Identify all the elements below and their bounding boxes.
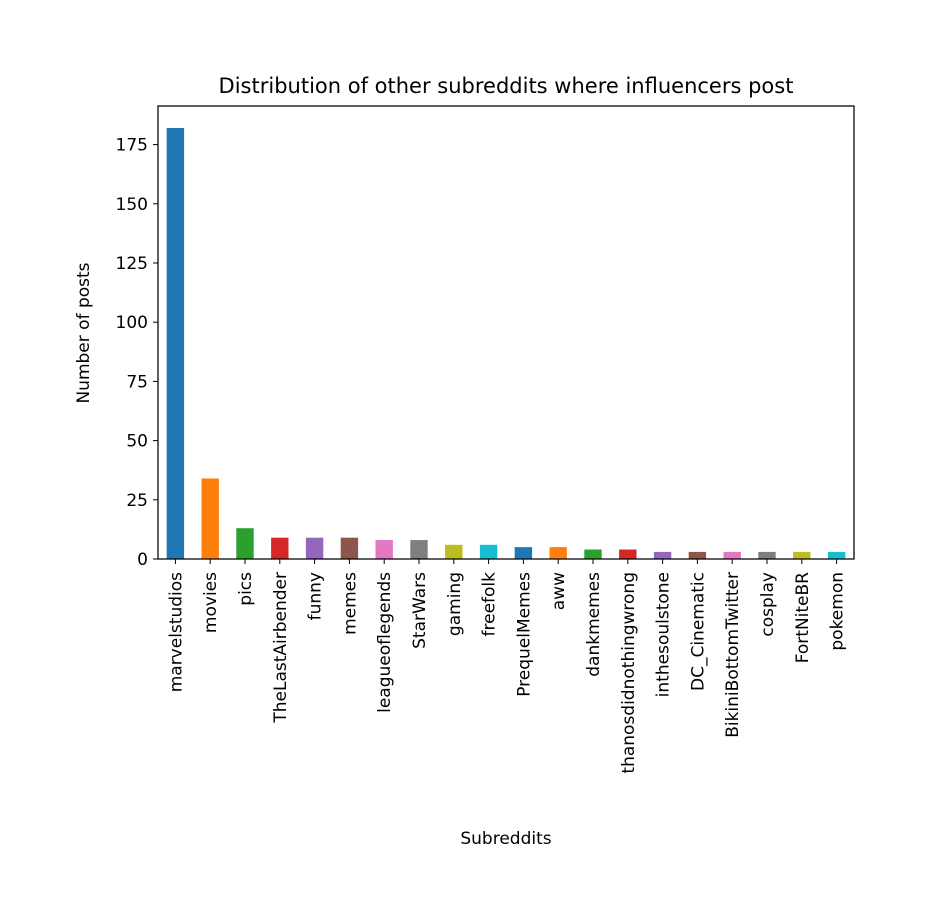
x-tick-label: inthesoulstone [654, 572, 674, 697]
x-tick-label: thanosdidnothingwrong [619, 572, 639, 774]
x-tick-label: marvelstudios [166, 572, 186, 692]
bar-aww [549, 547, 567, 559]
y-tick-label: 50 [126, 432, 148, 452]
bar-thanosdidnothingwrong [619, 549, 637, 559]
bar-PrequelMemes [514, 547, 533, 559]
y-tick-label: 175 [116, 136, 148, 156]
bar-memes [340, 537, 359, 559]
bars-group [166, 128, 846, 559]
bar-DC_Cinematic [688, 551, 707, 559]
x-tick-label: DC_Cinematic [688, 572, 708, 691]
x-axis-label: Subreddits [460, 829, 551, 849]
x-tick-label: pics [236, 572, 256, 606]
y-tick-label: 25 [126, 491, 148, 511]
bar-movies [201, 478, 219, 559]
bar-funny [305, 537, 324, 559]
x-tick-label: freefolk [480, 572, 500, 637]
y-tick-label: 75 [126, 372, 148, 392]
y-tick-label: 150 [116, 195, 148, 215]
x-tick-label: StarWars [410, 572, 430, 649]
x-tick-label: TheLastAirbender [271, 572, 291, 724]
bar-TheLastAirbender [271, 537, 289, 559]
bar-StarWars [410, 540, 428, 559]
x-axis-ticks: marvelstudios movies pics TheLastAirbender f… [166, 559, 848, 774]
chart-title: Distribution of other subreddits where i… [219, 74, 794, 98]
x-tick-label: aww [549, 572, 569, 610]
plot-frame [157, 105, 855, 560]
bar-BikiniBottomTwitter [723, 551, 741, 559]
x-tick-label: gaming [445, 572, 465, 636]
x-tick-label: memes [340, 572, 360, 635]
y-axis-label: Number of posts [74, 262, 94, 403]
x-tick-label: funny [306, 572, 326, 620]
x-tick-label: leagueoflegends [375, 572, 395, 713]
x-tick-label: cosplay [758, 572, 778, 637]
bar-dankmemes [584, 549, 602, 559]
bar-inthesoulstone [653, 551, 672, 559]
y-tick-label: 100 [116, 313, 148, 333]
bar-leagueoflegends [375, 540, 393, 559]
bar-gaming [445, 544, 463, 559]
y-tick-label: 125 [116, 254, 148, 274]
bar-pics [236, 528, 254, 559]
bar-marvelstudios [166, 128, 185, 559]
x-tick-label: PrequelMemes [514, 572, 534, 697]
bar-pokemon [827, 551, 846, 559]
x-tick-label: FortNiteBR [793, 572, 813, 663]
x-tick-label: BikiniBottomTwitter [723, 572, 743, 738]
y-axis-ticks: 0 25 50 75 100 125 150 175 [116, 136, 158, 570]
y-tick-label: 0 [137, 550, 148, 570]
x-tick-label: pokemon [828, 572, 848, 651]
x-tick-label: movies [201, 572, 221, 633]
bar-freefolk [479, 544, 498, 559]
x-tick-label: dankmemes [584, 572, 604, 677]
bar-cosplay [758, 551, 776, 559]
bar-FortNiteBR [793, 551, 811, 559]
